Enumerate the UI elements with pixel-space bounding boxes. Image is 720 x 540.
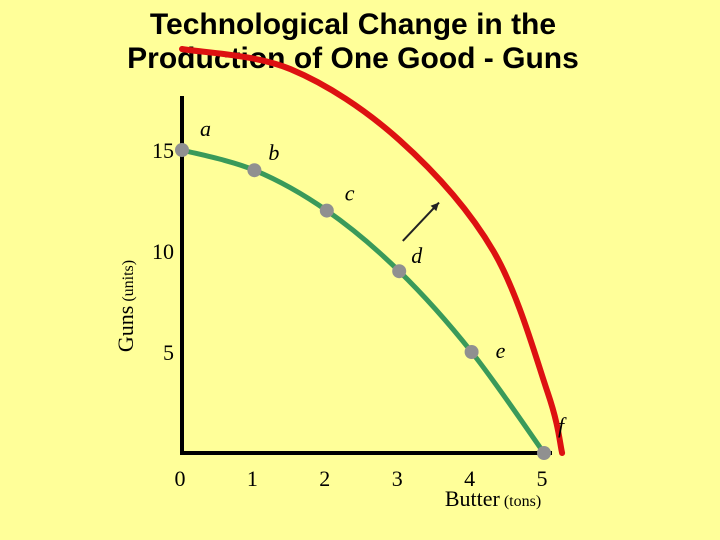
x-axis-title: Butter (tons) xyxy=(445,486,541,511)
chart-title-line-1: Technological Change in the xyxy=(149,8,557,41)
x-tick-label-1: 1 xyxy=(247,466,258,491)
chart-title: Technological Change in the Production o… xyxy=(0,8,706,76)
shift-arrow-head xyxy=(430,202,440,212)
y-tick-label-10: 10 xyxy=(152,239,174,264)
y-axis-title: Guns (units) xyxy=(113,260,138,352)
shift-arrow-shaft xyxy=(402,201,440,242)
new-frontier-curve xyxy=(179,46,566,456)
point-a-label: a xyxy=(200,116,211,141)
x-tick-label-0: 0 xyxy=(175,466,186,491)
x-tick-label-3: 3 xyxy=(392,466,403,491)
x-axis-title-main: Butter xyxy=(445,486,501,511)
y-tick-label-5: 5 xyxy=(163,340,174,365)
y-axis-title-main: Guns xyxy=(113,306,138,352)
point-c-label: c xyxy=(345,181,355,206)
point-e-label: e xyxy=(496,338,506,363)
point-f-marker xyxy=(537,446,551,460)
original-frontier-series xyxy=(181,147,547,455)
x-axis-title-unit: (tons) xyxy=(504,493,541,510)
point-c-marker xyxy=(319,203,334,218)
y-axis-title-unit: (units) xyxy=(120,260,137,302)
x-tick-label-5: 5 xyxy=(537,466,548,491)
original-frontier-curve xyxy=(181,147,547,455)
point-a-marker xyxy=(175,143,189,157)
chart-title-line-2: Production of One Good - Guns xyxy=(127,42,579,75)
x-tick-label-4: 4 xyxy=(464,466,475,491)
point-e-marker xyxy=(464,345,479,359)
shift-arrow xyxy=(402,201,440,242)
point-d-marker xyxy=(392,264,407,279)
x-tick-label-2: 2 xyxy=(319,466,330,491)
point-f-label: f xyxy=(558,413,567,438)
new-frontier-series xyxy=(179,46,566,456)
y-tick-label-15: 15 xyxy=(152,138,174,163)
point-b-marker xyxy=(247,163,262,178)
point-b-label: b xyxy=(268,140,279,165)
point-d-label: d xyxy=(411,243,423,268)
